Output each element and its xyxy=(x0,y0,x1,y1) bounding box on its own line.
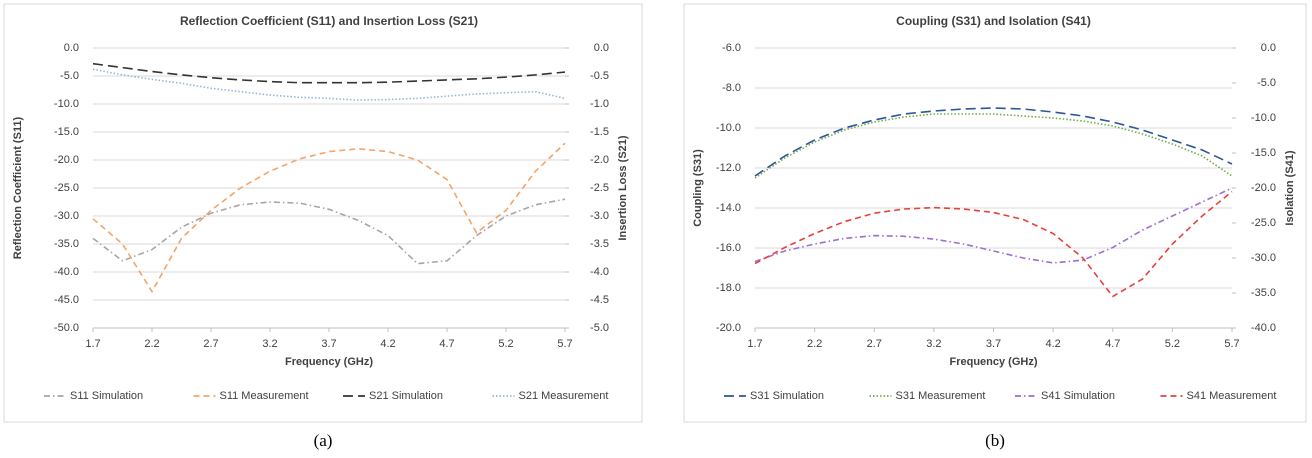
x-axis-title: Frequency (GHz) xyxy=(285,356,373,368)
y-tick-label: -40.0 xyxy=(54,266,79,278)
caption: (b) xyxy=(985,431,1005,450)
y2-tick-label: -1.5 xyxy=(590,126,609,138)
x-tick-label: 2.2 xyxy=(144,338,159,350)
y2-tick-label: -3.0 xyxy=(590,210,609,222)
y2-tick-label: -2.0 xyxy=(590,154,609,166)
x-tick-label: 5.7 xyxy=(557,338,572,350)
y-tick-label: -30.0 xyxy=(54,210,79,222)
y-tick-label: 0.0 xyxy=(64,42,79,54)
x-tick-label: 4.2 xyxy=(380,338,395,350)
x-tick-label: 1.7 xyxy=(85,338,100,350)
y2-tick-label: 0.0 xyxy=(594,42,609,54)
y2-tick-label: -25.0 xyxy=(1251,217,1276,229)
y-tick-label: -20.0 xyxy=(54,154,79,166)
y2-tick-label: -30.0 xyxy=(1251,252,1276,264)
chart-title: Coupling (S31) and Isolation (S41) xyxy=(896,14,1091,28)
x-tick-label: 3.2 xyxy=(262,338,277,350)
legend-label: S11 Simulation xyxy=(70,390,143,402)
series-line xyxy=(754,187,1233,264)
y2-tick-label: -2.5 xyxy=(590,182,609,194)
y-tick-label: -10.0 xyxy=(716,122,741,134)
legend-label: S21 Measurement xyxy=(519,390,609,402)
y-tick-label: -15.0 xyxy=(54,126,79,138)
chart: Reflection Coefficient (S11) and Inserti… xyxy=(3,3,643,450)
caption: (a) xyxy=(314,431,333,450)
y-axis-title: Coupling (S31) xyxy=(692,149,704,227)
y2-axis-title: Insertion Loss (S21) xyxy=(617,135,629,240)
legend-label: S41 Simulation xyxy=(1041,390,1115,402)
y2-tick-label: 0.0 xyxy=(1261,42,1276,54)
y-tick-label: -35.0 xyxy=(54,238,79,250)
x-tick-label: 5.2 xyxy=(1165,338,1180,350)
series-line xyxy=(754,113,1233,179)
x-tick-label: 3.7 xyxy=(321,338,336,350)
chart-title: Reflection Coefficient (S11) and Inserti… xyxy=(180,14,478,28)
y2-tick-label: -20.0 xyxy=(1251,182,1276,194)
y-tick-label: -14.0 xyxy=(716,202,741,214)
y2-tick-label: -3.5 xyxy=(590,238,609,250)
x-tick-label: 2.7 xyxy=(867,338,882,350)
y-tick-label: -20.0 xyxy=(716,322,741,334)
legend-label: S11 Measurement xyxy=(220,390,309,402)
legend-label: S41 Measurement xyxy=(1187,390,1277,402)
series-line xyxy=(92,142,566,294)
x-tick-label: 4.2 xyxy=(1045,338,1060,350)
y2-tick-label: -40.0 xyxy=(1251,322,1276,334)
y-tick-label: -18.0 xyxy=(716,282,741,294)
y2-tick-label: -5.0 xyxy=(1257,77,1276,89)
y2-tick-label: -15.0 xyxy=(1251,147,1276,159)
series-line xyxy=(754,107,1233,177)
x-tick-label: 5.7 xyxy=(1224,338,1239,350)
x-tick-label: 2.2 xyxy=(807,338,822,350)
x-tick-label: 2.7 xyxy=(203,338,218,350)
y-tick-label: -12.0 xyxy=(716,162,741,174)
y2-tick-label: -4.5 xyxy=(590,294,609,306)
series-line xyxy=(92,198,566,265)
x-tick-label: 3.2 xyxy=(926,338,941,350)
y2-tick-label: -0.5 xyxy=(590,70,609,82)
y2-axis-title: Isolation (S41) xyxy=(1284,150,1296,226)
y-tick-label: -25.0 xyxy=(54,182,79,194)
x-tick-label: 1.7 xyxy=(747,338,762,350)
y2-tick-label: -1.0 xyxy=(590,98,609,110)
y-tick-label: -16.0 xyxy=(716,242,741,254)
y2-tick-label: -10.0 xyxy=(1251,112,1276,124)
legend-label: S31 Simulation xyxy=(750,390,824,402)
y-tick-label: -45.0 xyxy=(54,294,79,306)
series-line xyxy=(754,190,1233,298)
series-line xyxy=(92,62,566,84)
x-tick-label: 4.7 xyxy=(439,338,454,350)
y-tick-label: -5.0 xyxy=(60,70,79,82)
chart: Coupling (S31) and Isolation (S41) -6.0 -8… xyxy=(683,3,1307,450)
y-tick-label: -50.0 xyxy=(54,322,79,334)
y2-tick-label: -4.0 xyxy=(590,266,609,278)
legend-label: S21 Simulation xyxy=(369,390,443,402)
y-axis-title: Reflection Coefficient (S11) xyxy=(12,116,24,259)
x-tick-label: 5.2 xyxy=(498,338,513,350)
x-tick-label: 4.7 xyxy=(1105,338,1120,350)
x-axis-title: Frequency (GHz) xyxy=(949,356,1037,368)
x-tick-label: 3.7 xyxy=(986,338,1001,350)
series-line xyxy=(92,68,566,101)
chart-frame xyxy=(3,3,643,423)
y-tick-label: -6.0 xyxy=(722,42,741,54)
y-tick-label: -8.0 xyxy=(722,82,741,94)
y2-tick-label: -35.0 xyxy=(1251,287,1276,299)
y2-tick-label: -5.0 xyxy=(590,322,609,334)
legend-label: S31 Measurement xyxy=(896,390,986,402)
y-tick-label: -10.0 xyxy=(54,98,79,110)
